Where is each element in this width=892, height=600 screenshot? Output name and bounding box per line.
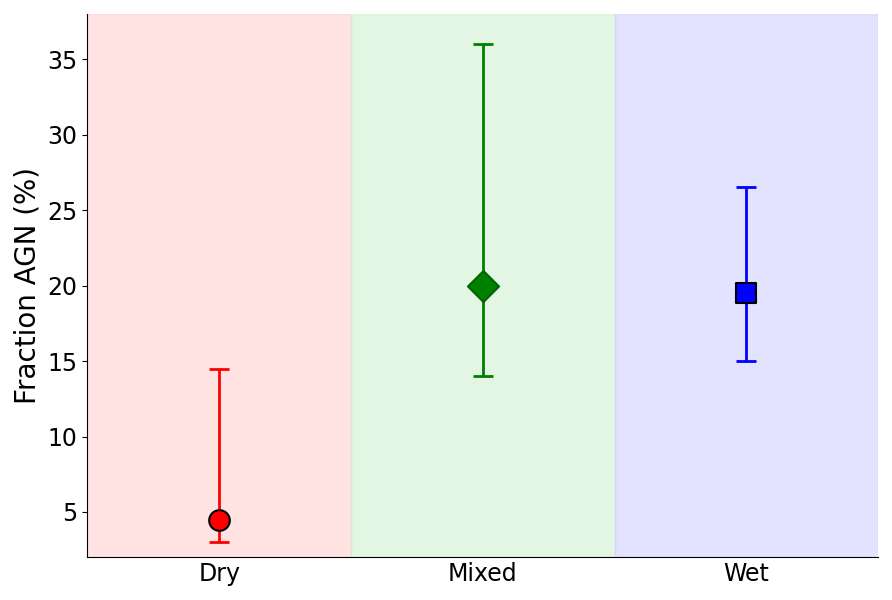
Bar <box>351 14 615 557</box>
Bar <box>87 14 351 557</box>
Point <box>212 515 227 524</box>
Y-axis label: Fraction AGN (%): Fraction AGN (%) <box>14 167 42 404</box>
Bar <box>615 14 878 557</box>
Point <box>739 289 754 298</box>
Point <box>475 281 490 290</box>
